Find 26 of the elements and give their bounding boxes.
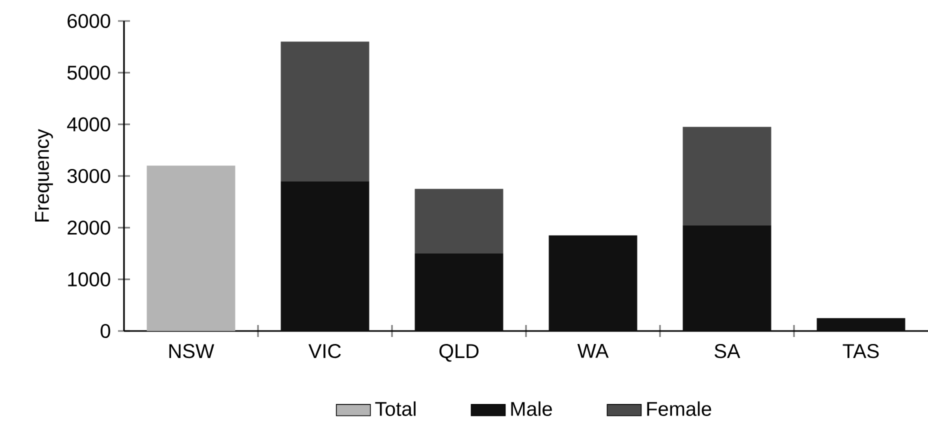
y-tick-label: 3000 — [67, 168, 110, 184]
bar — [414, 188, 504, 254]
bar — [816, 318, 906, 331]
legend-label: Male — [511, 401, 552, 416]
y-tick-label: 0 — [100, 324, 110, 338]
y-tick-label: 1000 — [68, 272, 110, 286]
bar — [682, 126, 772, 226]
bar — [414, 254, 504, 331]
bar — [280, 42, 370, 182]
bar — [280, 181, 370, 331]
y-axis-title: Frequency — [35, 128, 53, 222]
y-tick-label: 6000 — [68, 14, 110, 28]
y-tick-label: 5000 — [67, 66, 110, 80]
bar — [548, 235, 638, 331]
x-tick-label: TAS — [842, 344, 879, 358]
legend-label: Female — [647, 401, 712, 416]
bar — [682, 225, 772, 331]
y-tick-label: 4000 — [67, 117, 110, 132]
x-tick-label: NSW — [169, 344, 214, 358]
x-tick-label: WA — [577, 344, 609, 358]
x-tick-label: VIC — [308, 344, 341, 358]
x-tick-label: SA — [714, 344, 740, 358]
bar — [146, 166, 236, 331]
y-tick-label: 2000 — [68, 220, 110, 235]
x-tick-label: QLD — [439, 344, 479, 362]
legend-label: Total — [375, 401, 416, 416]
